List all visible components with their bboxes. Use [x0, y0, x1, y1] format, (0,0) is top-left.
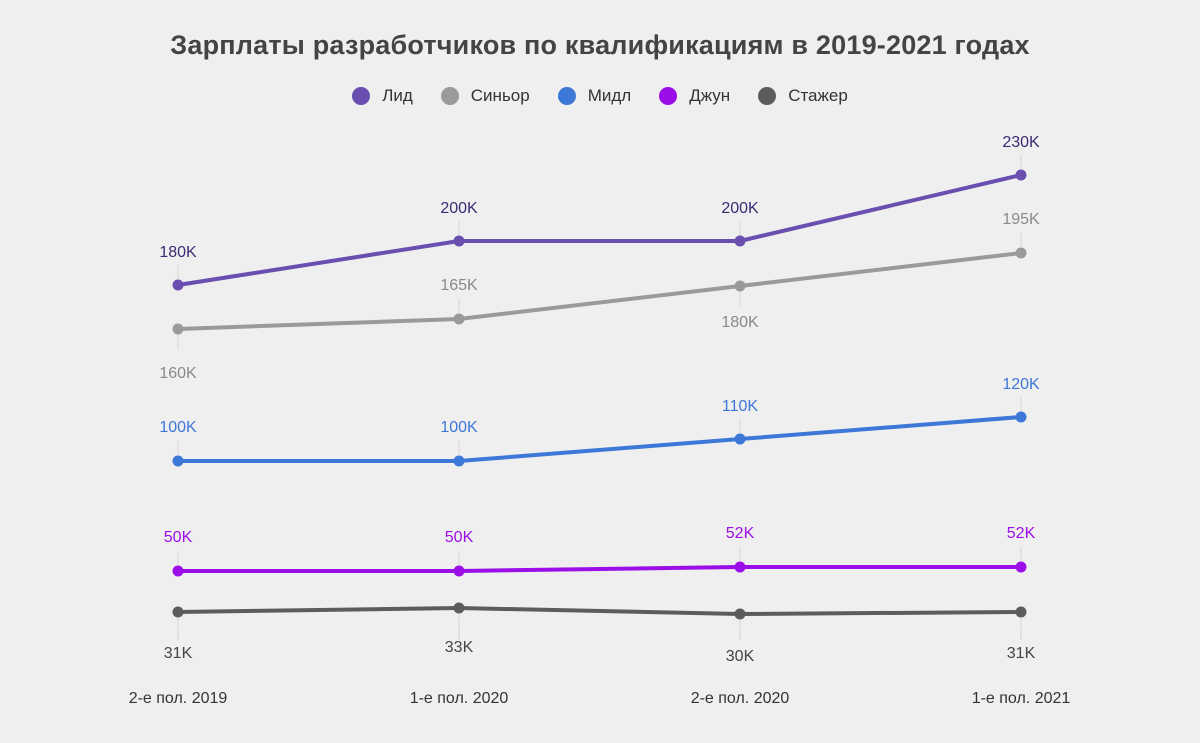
- data-point[interactable]: [1015, 411, 1027, 423]
- data-point[interactable]: [734, 433, 746, 445]
- data-label: 30K: [726, 648, 755, 665]
- data-point[interactable]: [1015, 169, 1027, 181]
- legend-label: Мидл: [587, 86, 632, 105]
- x-tick-label: 1-е пол. 2021: [972, 690, 1071, 707]
- legend-item[interactable]: Синьор: [440, 86, 530, 106]
- data-point[interactable]: [172, 323, 184, 335]
- data-label: 50K: [164, 529, 193, 546]
- x-tick-label: 2-е пол. 2019: [129, 690, 228, 707]
- legend-marker: [440, 87, 459, 105]
- legend-item[interactable]: Стажер: [758, 86, 848, 106]
- legend: Лид Синьор Мидл Джун Стажер: [0, 86, 1200, 106]
- x-tick-label: 2-е пол. 2020: [691, 690, 790, 707]
- data-point[interactable]: [453, 565, 465, 577]
- data-label: 120K: [1002, 376, 1040, 393]
- series-line: [177, 251, 1022, 331]
- data-point[interactable]: [734, 561, 746, 573]
- chart-title: Зарплаты разработчиков по квалификациям …: [170, 30, 1030, 60]
- series-line: [177, 173, 1022, 287]
- x-tick-label: 1-е пол. 2020: [410, 690, 509, 707]
- legend-label: Стажер: [788, 86, 848, 105]
- legend-marker: [557, 87, 576, 105]
- data-label: 52K: [1007, 525, 1036, 542]
- data-point[interactable]: [1015, 606, 1027, 618]
- data-label: 200K: [721, 200, 759, 217]
- data-label: 31K: [1007, 645, 1036, 662]
- data-point[interactable]: [453, 313, 465, 325]
- data-point[interactable]: [734, 280, 746, 292]
- data-label: 52K: [726, 525, 755, 542]
- legend-item[interactable]: Мидл: [557, 86, 632, 106]
- legend-label: Синьор: [470, 86, 530, 105]
- data-point[interactable]: [172, 455, 184, 467]
- legend-marker: [758, 87, 777, 105]
- series-line: [178, 565, 1021, 573]
- data-point[interactable]: [172, 279, 184, 291]
- data-label: 200K: [440, 200, 478, 217]
- data-label: 100K: [440, 419, 478, 436]
- data-label: 165K: [440, 277, 478, 294]
- data-label: 180K: [159, 244, 197, 261]
- data-point[interactable]: [172, 565, 184, 577]
- data-label: 50K: [445, 529, 474, 546]
- series-line: [178, 415, 1022, 463]
- data-point[interactable]: [1015, 561, 1027, 573]
- data-label: 33K: [445, 639, 474, 656]
- data-point[interactable]: [734, 608, 746, 620]
- data-point[interactable]: [1015, 247, 1027, 259]
- legend-marker: [659, 87, 678, 105]
- data-point[interactable]: [453, 235, 465, 247]
- data-label: 160K: [159, 365, 197, 382]
- legend-item[interactable]: Лид: [352, 86, 413, 106]
- legend-marker: [352, 87, 371, 105]
- data-label: 180K: [721, 314, 759, 331]
- data-point[interactable]: [453, 455, 465, 467]
- legend-label: Джун: [689, 86, 731, 105]
- data-point[interactable]: [734, 235, 746, 247]
- series-line: [177, 606, 1022, 616]
- data-label: 195K: [1002, 211, 1040, 228]
- legend-label: Лид: [382, 86, 413, 105]
- legend-item[interactable]: Джун: [659, 86, 730, 106]
- data-label: 110K: [722, 398, 759, 415]
- data-label: 31K: [164, 645, 193, 662]
- data-point[interactable]: [172, 606, 184, 618]
- data-point[interactable]: [453, 602, 465, 614]
- data-label: 230K: [1002, 134, 1040, 151]
- data-label: 100K: [159, 419, 197, 436]
